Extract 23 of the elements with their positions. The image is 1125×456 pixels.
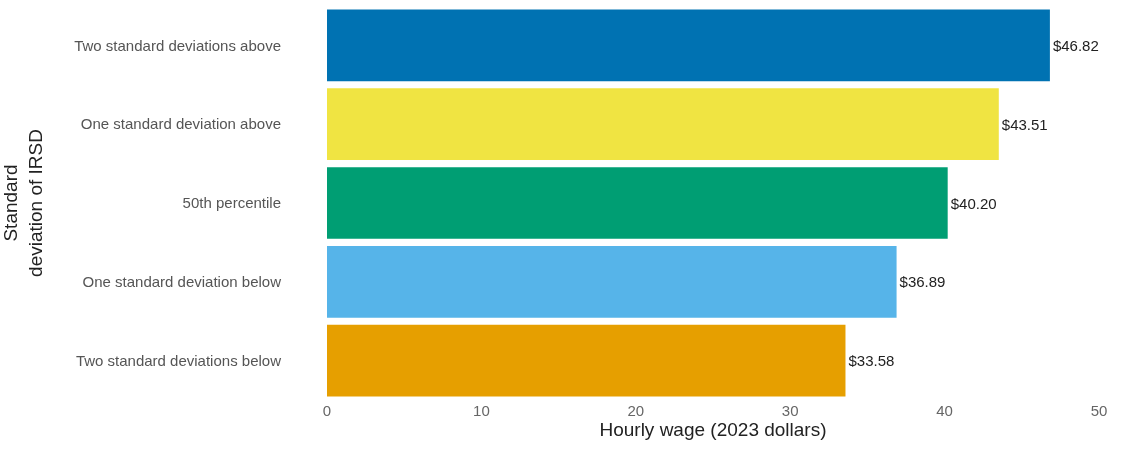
y-axis-title: Standard deviation of IRSD (0, 129, 46, 277)
data-label: $40.20 (950, 194, 997, 212)
y-tick-label: One standard deviation above (80, 115, 281, 133)
x-tick-label: 50 (1090, 402, 1108, 419)
bar (327, 9, 1050, 82)
x-tick-label: 0 (322, 402, 332, 419)
data-label: $46.82 (1052, 36, 1099, 54)
y-tick-label: 50th percentile (182, 194, 281, 212)
data-label: $33.58 (848, 352, 895, 370)
y-tick-label: One standard deviation below (82, 273, 282, 291)
data-label: $36.89 (899, 273, 946, 291)
data-label: $43.51 (1001, 115, 1048, 133)
x-tick-label: 30 (781, 402, 799, 419)
bar (327, 88, 999, 161)
bar (327, 167, 948, 239)
x-tick-label: 40 (936, 402, 953, 419)
x-axis-title: Hourly wage (2023 dollars) (599, 419, 827, 440)
x-tick-label: 20 (627, 402, 645, 419)
x-tick-label: 10 (473, 402, 490, 419)
y-tick-label: Two standard deviations below (75, 351, 282, 369)
bar (327, 245, 897, 318)
y-tick-label: Two standard deviations above (74, 36, 281, 54)
bar (327, 324, 846, 397)
